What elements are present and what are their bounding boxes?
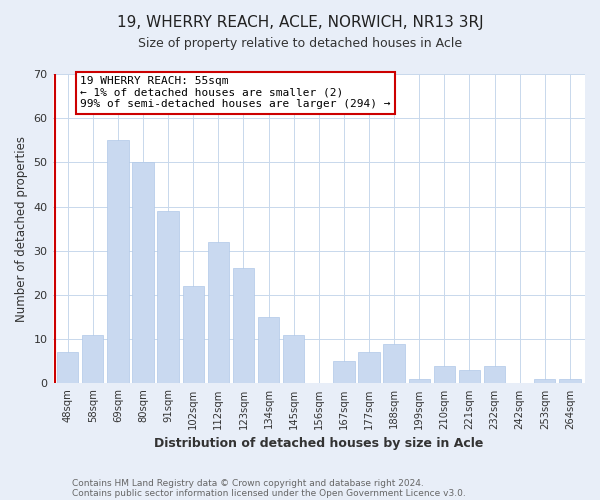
Bar	[182, 286, 204, 384]
Bar	[383, 344, 405, 384]
Bar	[534, 379, 556, 384]
Text: Size of property relative to detached houses in Acle: Size of property relative to detached ho…	[138, 38, 462, 51]
Bar	[157, 211, 179, 384]
Bar	[409, 379, 430, 384]
Text: Contains public sector information licensed under the Open Government Licence v3: Contains public sector information licen…	[72, 488, 466, 498]
Bar	[107, 140, 128, 384]
Text: Contains HM Land Registry data © Crown copyright and database right 2024.: Contains HM Land Registry data © Crown c…	[72, 478, 424, 488]
Bar	[208, 242, 229, 384]
Bar	[57, 352, 78, 384]
Bar	[233, 268, 254, 384]
Y-axis label: Number of detached properties: Number of detached properties	[15, 136, 28, 322]
Bar	[434, 366, 455, 384]
Text: 19, WHERRY REACH, ACLE, NORWICH, NR13 3RJ: 19, WHERRY REACH, ACLE, NORWICH, NR13 3R…	[116, 15, 484, 30]
Bar	[283, 335, 304, 384]
Bar	[559, 379, 581, 384]
X-axis label: Distribution of detached houses by size in Acle: Distribution of detached houses by size …	[154, 437, 484, 450]
Bar	[132, 162, 154, 384]
Bar	[358, 352, 380, 384]
Bar	[333, 362, 355, 384]
Bar	[484, 366, 505, 384]
Text: 19 WHERRY REACH: 55sqm
← 1% of detached houses are smaller (2)
99% of semi-detac: 19 WHERRY REACH: 55sqm ← 1% of detached …	[80, 76, 391, 110]
Bar	[82, 335, 103, 384]
Bar	[258, 317, 279, 384]
Bar	[459, 370, 480, 384]
